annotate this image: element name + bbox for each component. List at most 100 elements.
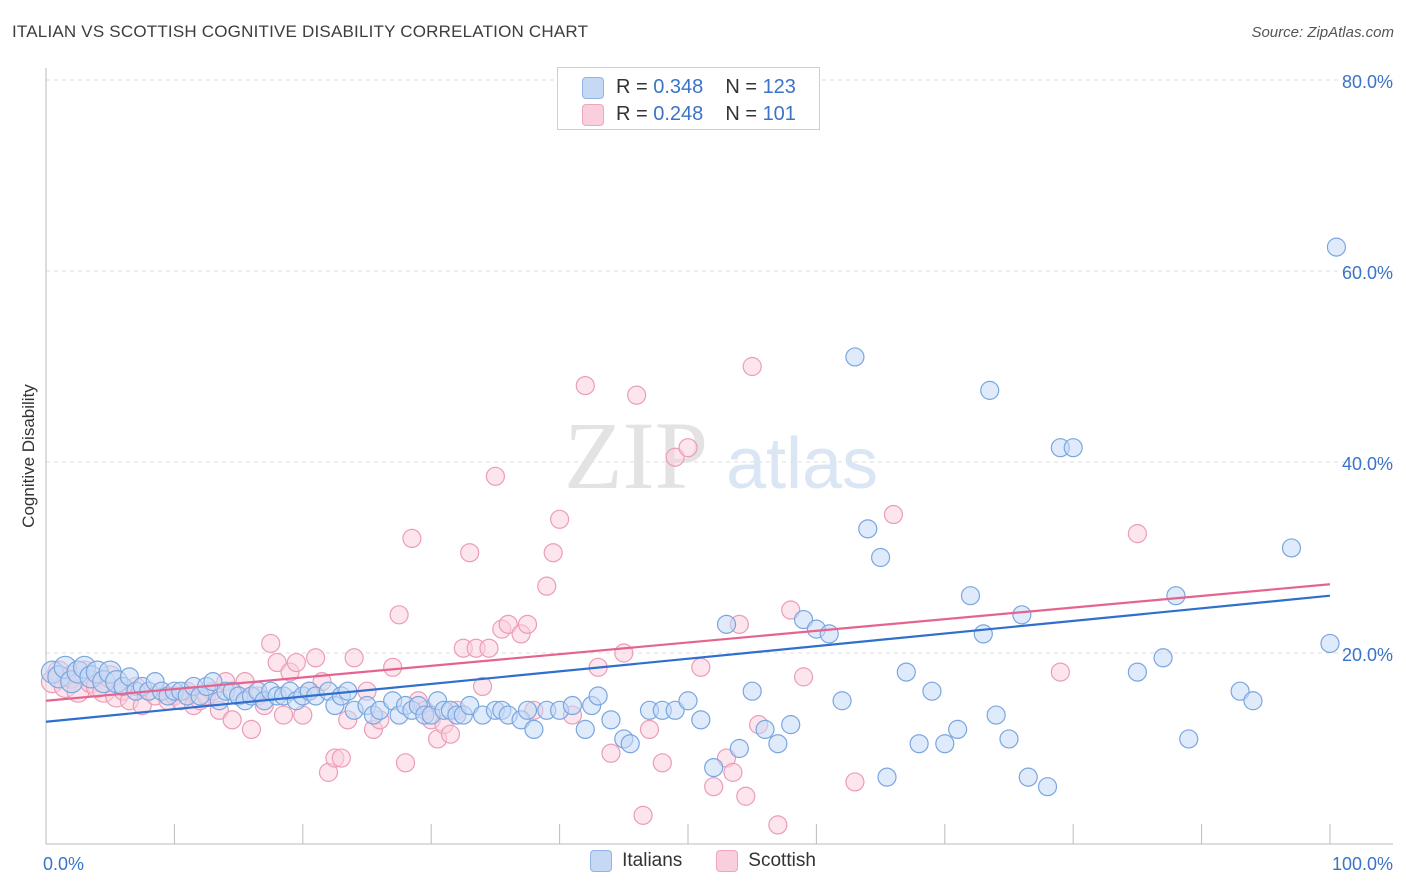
legend-item-italians[interactable]: Italians xyxy=(590,850,682,872)
italians-point xyxy=(1037,777,1058,797)
y-tick-label: 40.0% xyxy=(1342,454,1393,474)
italians-point xyxy=(858,519,878,539)
italians-point xyxy=(922,681,942,701)
x-tick-label: 100.0% xyxy=(1332,854,1393,874)
italians-point xyxy=(742,681,762,701)
italians-point xyxy=(870,547,891,568)
scottish-point xyxy=(222,710,242,730)
scottish-point xyxy=(286,652,306,673)
italians-point xyxy=(601,710,621,730)
italians-point xyxy=(973,624,993,644)
scottish-point xyxy=(627,385,647,405)
italians-point xyxy=(1127,662,1148,682)
scottish-point xyxy=(460,543,480,563)
y-axis-label: Cognitive Disability xyxy=(19,384,38,528)
italians-r-label: R = xyxy=(616,76,654,98)
scottish-point xyxy=(344,648,364,668)
italians-legend-label: Italians xyxy=(622,850,683,871)
italians-point xyxy=(370,700,390,720)
italians-point xyxy=(793,609,814,630)
scottish-point xyxy=(261,633,281,654)
stats-legend: R = 0.348 N = 123 R = 0.248 N = 101 xyxy=(557,67,820,130)
italians-point xyxy=(768,734,788,754)
stats-row-scottish: R = 0.248 N = 101 xyxy=(582,103,796,126)
scottish-point xyxy=(472,676,493,697)
scottish-trend-line xyxy=(45,583,1331,702)
x-tick-label: 0.0% xyxy=(43,854,84,874)
italians-point xyxy=(588,686,608,706)
italians-point xyxy=(1153,648,1173,668)
scottish-point xyxy=(845,772,865,792)
scottish-point xyxy=(736,786,756,806)
scottish-point xyxy=(537,576,557,596)
tick-labels: 20.0% 40.0% 60.0% 80.0% 0.0% 100.0% xyxy=(43,72,1393,874)
italians-point xyxy=(665,700,685,720)
scottish-legend-swatch xyxy=(716,850,739,872)
italians-point xyxy=(1179,729,1199,749)
italians-point xyxy=(716,614,737,634)
scottish-r-label: R = xyxy=(616,103,654,125)
scottish-n-value: 101 xyxy=(762,103,796,125)
italians-point xyxy=(781,715,801,735)
gridlines xyxy=(46,79,1393,654)
scottish-point xyxy=(678,438,698,458)
scottish-point xyxy=(781,600,801,620)
italians-trend-line xyxy=(45,594,1331,723)
italians-point xyxy=(832,691,852,711)
italians-point xyxy=(1063,438,1083,458)
scottish-r-value: 0.248 xyxy=(653,103,704,125)
italians-point xyxy=(524,719,544,740)
scottish-point xyxy=(793,667,814,687)
italians-point xyxy=(562,695,583,716)
scottish-point xyxy=(691,657,711,677)
scottish-point xyxy=(306,648,326,668)
scottish-point xyxy=(543,543,563,563)
scottish-point xyxy=(440,724,461,744)
italians-point xyxy=(1166,586,1186,606)
scottish-point xyxy=(241,719,262,740)
italians-r-value: 0.348 xyxy=(653,76,704,98)
italians-point xyxy=(704,757,724,778)
italians-point xyxy=(909,734,929,754)
italians-point xyxy=(620,734,640,754)
italians-point xyxy=(935,734,955,754)
scottish-point xyxy=(267,652,287,673)
scottish-point xyxy=(633,805,653,825)
italians-point xyxy=(1281,538,1302,558)
italians-legend-swatch xyxy=(590,850,613,872)
axes xyxy=(45,68,1393,845)
italians-point xyxy=(1230,681,1250,701)
italians-point xyxy=(980,380,1000,400)
scottish-point xyxy=(549,509,570,529)
stats-row-italians: R = 0.348 N = 123 xyxy=(582,76,796,99)
scottish-point xyxy=(383,657,403,677)
scottish-point xyxy=(883,504,904,525)
legend-item-scottish[interactable]: Scottish xyxy=(716,850,816,872)
italians-point xyxy=(460,695,480,716)
scottish-point xyxy=(639,719,660,740)
scottish-point xyxy=(723,762,743,782)
scottish-n-label: N = xyxy=(725,103,763,125)
y-tick-label: 20.0% xyxy=(1342,645,1393,665)
scottish-point xyxy=(601,743,621,763)
scottish-point xyxy=(273,705,294,725)
italians-point xyxy=(729,738,749,759)
bottom-legend: Italians Scottish xyxy=(0,850,1406,872)
italians-point xyxy=(948,719,968,740)
scottish-point xyxy=(479,638,499,658)
italians-point xyxy=(755,719,775,740)
italians-swatch xyxy=(582,76,604,99)
source-credit: Source: ZipAtlas.com xyxy=(1251,24,1394,41)
chart-title: ITALIAN VS SCOTTISH COGNITIVE DISABILITY… xyxy=(12,22,589,41)
italians-point xyxy=(819,624,839,644)
scottish-point xyxy=(665,447,685,467)
italians-point xyxy=(517,700,538,720)
scottish-point xyxy=(768,815,788,835)
watermark-atlas: atlas xyxy=(726,424,878,504)
italians-point xyxy=(877,767,897,787)
italians-point xyxy=(845,347,865,367)
scottish-point xyxy=(704,777,724,797)
scottish-point xyxy=(1127,524,1148,544)
italians-point xyxy=(691,710,711,730)
